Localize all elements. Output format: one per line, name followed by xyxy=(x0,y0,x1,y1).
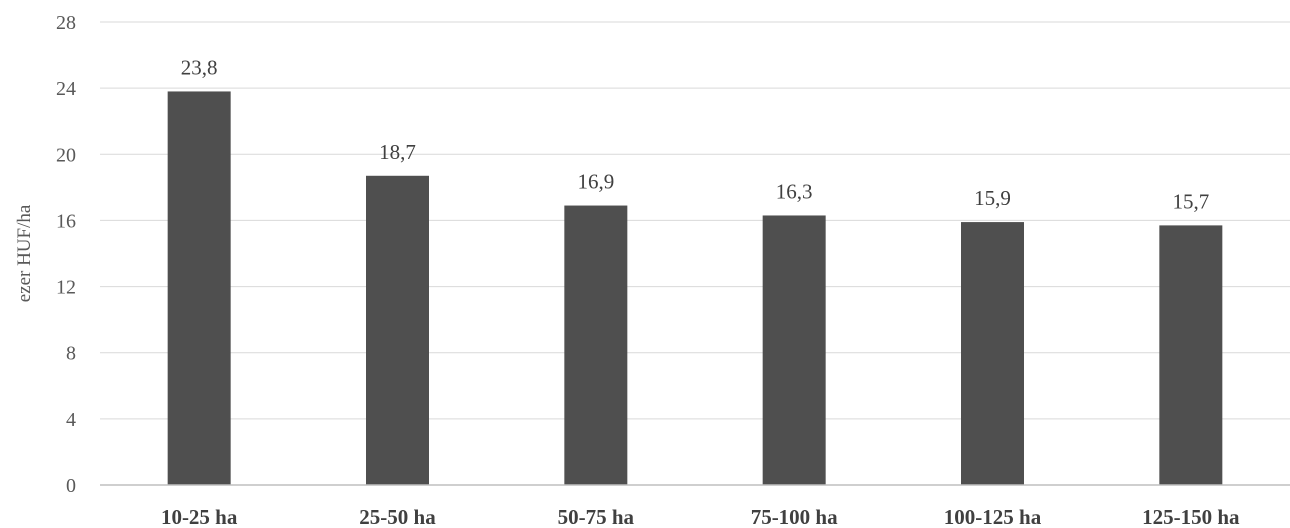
x-category-label: 50-75 ha xyxy=(558,505,635,528)
x-category-label: 10-25 ha xyxy=(161,505,238,528)
bar xyxy=(961,222,1024,485)
bar xyxy=(1159,225,1223,485)
gridlines xyxy=(100,21,1290,420)
x-category-label: 100-125 ha xyxy=(944,505,1042,528)
y-axis-ticks: 0 4 8 12 16 20 24 28 xyxy=(56,12,76,497)
bar xyxy=(366,175,429,485)
y-tick-label: 8 xyxy=(66,343,76,365)
y-axis-title: ezer HUF/ha xyxy=(14,204,35,302)
data-label: 23,8 xyxy=(181,55,218,79)
y-tick-label: 28 xyxy=(56,12,76,34)
x-category-label: 25-50 ha xyxy=(359,505,436,528)
y-tick-label: 4 xyxy=(66,409,76,431)
data-label: 16,3 xyxy=(776,179,813,203)
bar xyxy=(564,205,628,485)
y-tick-label: 16 xyxy=(56,210,76,232)
x-category-label: 75-100 ha xyxy=(751,505,838,528)
data-label: 18,7 xyxy=(379,140,416,164)
data-label: 16,9 xyxy=(577,170,614,194)
y-tick-label: 24 xyxy=(56,78,76,100)
y-tick-label: 20 xyxy=(56,144,76,166)
bar xyxy=(762,215,826,486)
y-tick-label: 12 xyxy=(56,277,76,299)
x-axis-categories: 10-25 ha 25-50 ha 50-75 ha 75-100 ha 100-125… xyxy=(161,505,1240,528)
bars xyxy=(167,91,1223,486)
bar xyxy=(167,91,231,485)
data-label: 15,9 xyxy=(974,186,1011,210)
data-labels: 23,8 18,7 16,9 16,3 15,9 15,7 xyxy=(181,55,1209,213)
x-category-label: 125-150 ha xyxy=(1142,505,1240,528)
data-label: 15,7 xyxy=(1172,189,1209,213)
y-tick-label: 0 xyxy=(66,475,76,497)
